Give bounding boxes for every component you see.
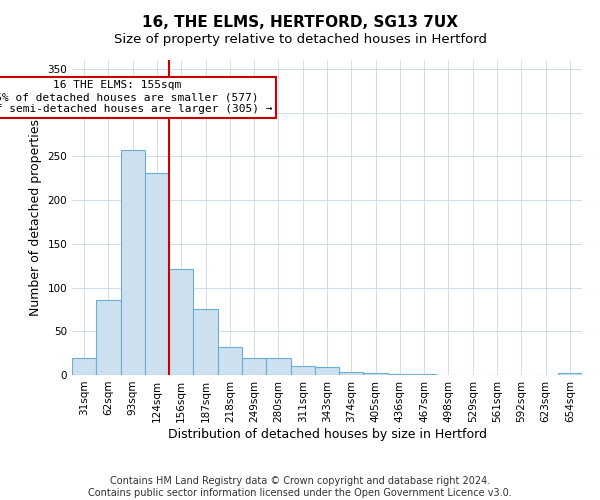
Text: Size of property relative to detached houses in Hertford: Size of property relative to detached ho… [113,32,487,46]
Bar [145,173,169,375]
Bar [315,367,339,375]
Bar [218,347,242,375]
Bar [96,300,121,375]
Bar [558,373,582,375]
Bar [290,366,315,375]
Y-axis label: Number of detached properties: Number of detached properties [29,119,42,316]
Bar [193,308,218,375]
X-axis label: Distribution of detached houses by size in Hertford: Distribution of detached houses by size … [167,428,487,440]
Bar [266,358,290,375]
Bar [242,358,266,375]
Bar [72,358,96,375]
Bar [388,374,412,375]
Bar [364,373,388,375]
Bar [121,150,145,375]
Text: 16 THE ELMS: 155sqm
← 65% of detached houses are smaller (577)
34% of semi-detac: 16 THE ELMS: 155sqm ← 65% of detached ho… [0,80,272,114]
Bar [169,269,193,375]
Bar [339,372,364,375]
Text: Contains HM Land Registry data © Crown copyright and database right 2024.
Contai: Contains HM Land Registry data © Crown c… [88,476,512,498]
Bar [412,374,436,375]
Text: 16, THE ELMS, HERTFORD, SG13 7UX: 16, THE ELMS, HERTFORD, SG13 7UX [142,15,458,30]
